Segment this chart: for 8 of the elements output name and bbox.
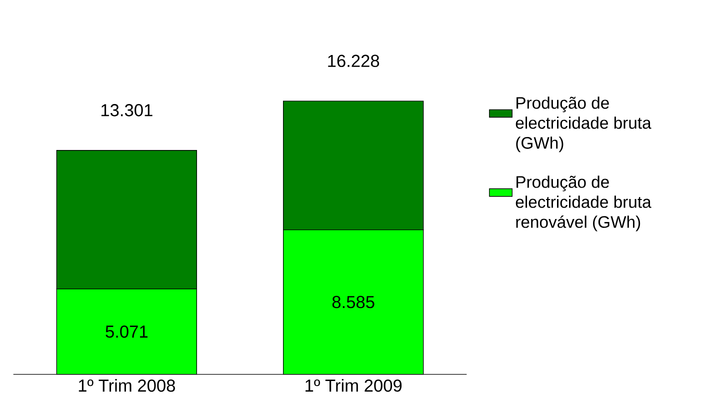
data-label: 8.585: [332, 296, 374, 308]
data-label: 5.071: [106, 325, 148, 338]
legend-label: Produção de electricidade bruta (GWh): [516, 96, 652, 152]
total-label: 13.301: [101, 104, 152, 116]
total-label: 16.228: [328, 54, 380, 68]
x-tick-label: 1º Trim 2008: [78, 379, 175, 392]
x-tick-label: 1º Trim 2009: [306, 379, 402, 392]
legend-label: Produção de electricidade bruta renovável (GWh): [516, 176, 652, 232]
